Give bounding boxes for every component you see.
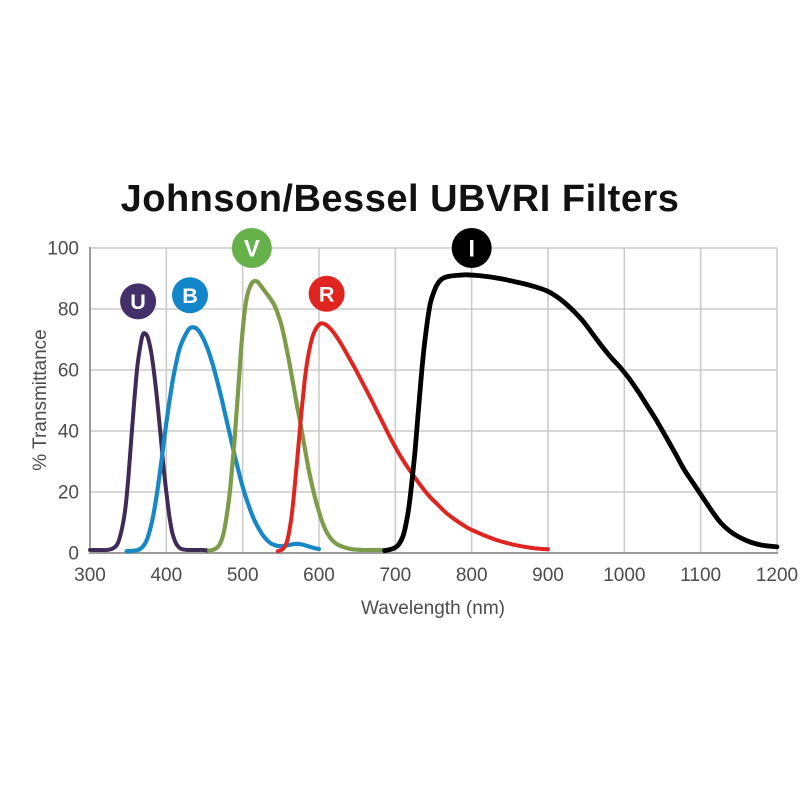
gridlines [90,247,778,553]
badge-R [308,275,345,312]
badge-I [451,228,492,268]
x-axis-label: Wavelength (nm) [361,598,505,619]
x-tick-1200: 1200 [756,565,798,586]
curve-V [207,278,387,553]
y-tick-0: 0 [68,544,79,565]
badge-V [231,228,272,268]
y-tick-100: 100 [47,239,79,260]
curve-R [275,321,550,554]
badge-I-letter: I [468,235,475,262]
x-tick-900: 900 [532,565,564,586]
axes [89,247,778,554]
y-tick-40: 40 [58,422,79,443]
badge-B [171,277,208,314]
x-tick-labels: 300 400 500 600 700 800 900 1000 1100 1200 [74,565,798,586]
curve-I [382,272,780,553]
badge-B-letter: B [182,283,198,308]
badge-V-letter: V [244,235,260,262]
x-tick-500: 500 [227,565,259,586]
y-axis-label: % Transmittance [30,329,51,471]
x-tick-1000: 1000 [603,565,645,586]
curve-B [124,325,322,554]
x-tick-700: 700 [379,565,411,586]
filter-badges: U B V R I [120,228,492,320]
chart-title: Johnson/Bessel UBVRI Filters [121,178,680,220]
y-tick-60: 60 [58,361,79,382]
badge-U-letter: U [130,289,146,314]
x-tick-400: 400 [150,565,182,586]
curve-U [88,331,211,553]
x-tick-600: 600 [303,565,335,586]
filter-curves [88,272,780,554]
badge-U [120,283,157,320]
y-tick-labels: 0 20 40 60 80 100 [47,239,79,565]
y-tick-80: 80 [58,300,79,321]
x-tick-1100: 1100 [680,565,721,586]
y-tick-20: 20 [58,483,79,504]
badge-R-letter: R [319,281,335,306]
x-tick-300: 300 [74,565,106,586]
x-tick-800: 800 [456,565,488,586]
